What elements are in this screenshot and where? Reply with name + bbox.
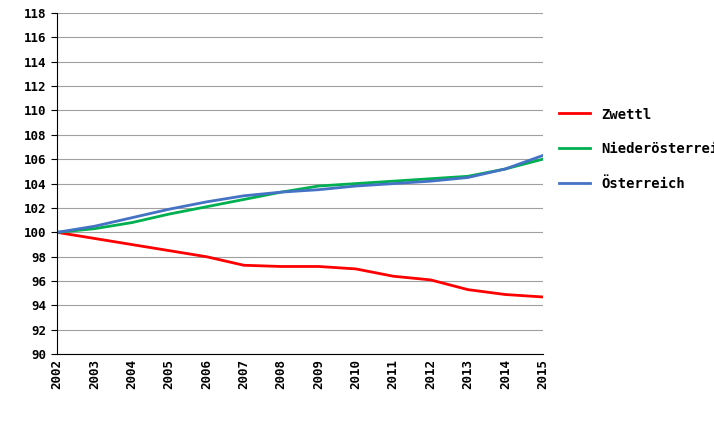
Niederösterreich [351, 181, 360, 186]
Niederösterreich [53, 230, 61, 235]
Zwettl [538, 294, 547, 299]
Österreich [501, 166, 510, 172]
Niederösterreich [90, 226, 99, 231]
Line: Zwettl: Zwettl [57, 232, 543, 297]
Zwettl [90, 236, 99, 241]
Österreich [538, 153, 547, 158]
Zwettl [463, 287, 472, 292]
Österreich [165, 206, 174, 212]
Zwettl [128, 242, 136, 247]
Österreich [426, 178, 435, 184]
Niederösterreich [501, 166, 510, 172]
Niederösterreich [314, 184, 323, 189]
Niederösterreich [389, 178, 398, 184]
Line: Österreich: Österreich [57, 156, 543, 232]
Legend: Zwettl, Niederösterreich, Österreich: Zwettl, Niederösterreich, Österreich [559, 108, 714, 191]
Österreich [277, 190, 286, 195]
Zwettl [202, 254, 211, 259]
Zwettl [240, 263, 248, 268]
Niederösterreich [277, 190, 286, 195]
Österreich [240, 193, 248, 198]
Zwettl [314, 264, 323, 269]
Zwettl [165, 248, 174, 253]
Zwettl [426, 277, 435, 283]
Zwettl [53, 230, 61, 235]
Niederösterreich [426, 176, 435, 181]
Niederösterreich [463, 174, 472, 179]
Zwettl [277, 264, 286, 269]
Österreich [90, 224, 99, 229]
Niederösterreich [240, 197, 248, 202]
Österreich [202, 199, 211, 204]
Österreich [53, 230, 61, 235]
Niederösterreich [538, 157, 547, 162]
Österreich [351, 184, 360, 189]
Zwettl [351, 266, 360, 271]
Österreich [314, 187, 323, 192]
Österreich [463, 175, 472, 180]
Österreich [389, 181, 398, 186]
Niederösterreich [165, 212, 174, 217]
Niederösterreich [202, 204, 211, 210]
Line: Niederösterreich: Niederösterreich [57, 159, 543, 232]
Zwettl [389, 273, 398, 279]
Niederösterreich [128, 220, 136, 225]
Österreich [128, 215, 136, 220]
Zwettl [501, 292, 510, 297]
